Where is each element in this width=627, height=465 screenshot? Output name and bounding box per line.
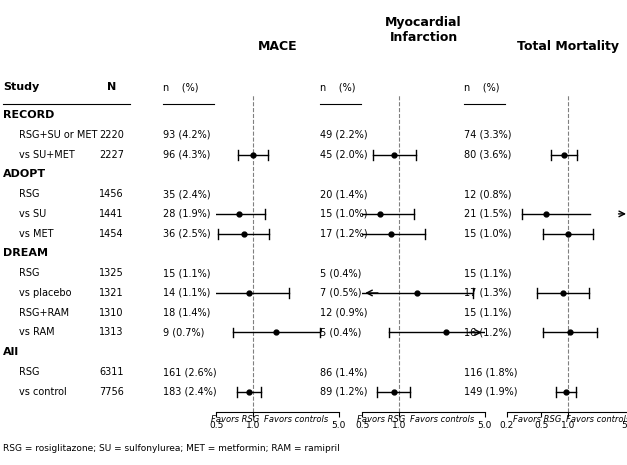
Text: 20 (1.4%): 20 (1.4%) <box>320 189 367 199</box>
Text: RSG+RAM: RSG+RAM <box>19 308 69 318</box>
Text: RSG: RSG <box>19 189 40 199</box>
Text: DREAM: DREAM <box>3 248 48 259</box>
Text: RSG+SU or MET: RSG+SU or MET <box>19 130 97 140</box>
Text: 7756: 7756 <box>99 387 124 397</box>
Text: 45 (2.0%): 45 (2.0%) <box>320 150 367 159</box>
Text: RSG: RSG <box>19 268 40 278</box>
Text: N: N <box>107 82 116 93</box>
Text: 183 (2.4%): 183 (2.4%) <box>163 387 217 397</box>
Text: 1441: 1441 <box>99 209 124 219</box>
Text: vs RAM: vs RAM <box>19 327 55 338</box>
Text: 93 (4.2%): 93 (4.2%) <box>163 130 211 140</box>
Text: 15 (1.0%): 15 (1.0%) <box>320 209 367 219</box>
Text: 49 (2.2%): 49 (2.2%) <box>320 130 367 140</box>
Text: 1325: 1325 <box>99 268 124 278</box>
Text: 36 (2.5%): 36 (2.5%) <box>163 229 211 239</box>
Text: vs SU: vs SU <box>19 209 46 219</box>
Text: 1454: 1454 <box>99 229 124 239</box>
Text: Myocardial
Infarction: Myocardial Infarction <box>385 16 462 44</box>
Text: 1310: 1310 <box>99 308 124 318</box>
Text: 9 (0.7%): 9 (0.7%) <box>163 327 204 338</box>
Text: 12 (0.8%): 12 (0.8%) <box>464 189 512 199</box>
Text: 80 (3.6%): 80 (3.6%) <box>464 150 512 159</box>
Text: Favors controls: Favors controls <box>566 416 627 425</box>
Text: vs control: vs control <box>19 387 66 397</box>
Text: Study: Study <box>3 82 40 93</box>
Text: Favors RSG: Favors RSG <box>513 416 561 425</box>
Text: Favors controls: Favors controls <box>410 416 474 425</box>
Text: vs SU+MET: vs SU+MET <box>19 150 75 159</box>
Text: 18 (1.4%): 18 (1.4%) <box>163 308 211 318</box>
Text: Favors controls: Favors controls <box>264 416 328 425</box>
Text: 14 (1.1%): 14 (1.1%) <box>163 288 211 298</box>
Text: n    (%): n (%) <box>163 82 199 93</box>
Text: 35 (2.4%): 35 (2.4%) <box>163 189 211 199</box>
Text: 2220: 2220 <box>99 130 124 140</box>
Text: 15 (1.1%): 15 (1.1%) <box>464 308 512 318</box>
Text: 74 (3.3%): 74 (3.3%) <box>464 130 512 140</box>
Text: RECORD: RECORD <box>3 110 55 120</box>
Text: 96 (4.3%): 96 (4.3%) <box>163 150 211 159</box>
Text: 149 (1.9%): 149 (1.9%) <box>464 387 517 397</box>
Text: RSG = rosiglitazone; SU = sulfonylurea; MET = metformin; RAM = ramipril: RSG = rosiglitazone; SU = sulfonylurea; … <box>3 445 340 453</box>
Text: vs placebo: vs placebo <box>19 288 71 298</box>
Text: vs MET: vs MET <box>19 229 53 239</box>
Text: 2227: 2227 <box>99 150 124 159</box>
Text: 161 (2.6%): 161 (2.6%) <box>163 367 217 377</box>
Text: ADOPT: ADOPT <box>3 169 46 179</box>
Text: Favors RSG: Favors RSG <box>211 416 259 425</box>
Text: 21 (1.5%): 21 (1.5%) <box>464 209 512 219</box>
Text: 6311: 6311 <box>99 367 124 377</box>
Text: 1313: 1313 <box>99 327 124 338</box>
Text: Favors RSG: Favors RSG <box>357 416 405 425</box>
Text: 12 (0.9%): 12 (0.9%) <box>320 308 367 318</box>
Text: 15 (1.1%): 15 (1.1%) <box>163 268 211 278</box>
Text: 89 (1.2%): 89 (1.2%) <box>320 387 367 397</box>
Text: 5 (0.4%): 5 (0.4%) <box>320 268 361 278</box>
Text: 7 (0.5%): 7 (0.5%) <box>320 288 361 298</box>
Text: 116 (1.8%): 116 (1.8%) <box>464 367 517 377</box>
Text: 15 (1.1%): 15 (1.1%) <box>464 268 512 278</box>
Text: 17 (1.2%): 17 (1.2%) <box>320 229 367 239</box>
Text: MACE: MACE <box>258 40 297 53</box>
Text: n    (%): n (%) <box>320 82 356 93</box>
Text: 15 (1.0%): 15 (1.0%) <box>464 229 512 239</box>
Text: RSG: RSG <box>19 367 40 377</box>
Text: n    (%): n (%) <box>464 82 500 93</box>
Text: 1456: 1456 <box>99 189 124 199</box>
Text: 5 (0.4%): 5 (0.4%) <box>320 327 361 338</box>
Text: 16 (1.2%): 16 (1.2%) <box>464 327 512 338</box>
Text: Total Mortality: Total Mortality <box>517 40 619 53</box>
Text: All: All <box>3 347 19 357</box>
Text: 17 (1.3%): 17 (1.3%) <box>464 288 512 298</box>
Text: 28 (1.9%): 28 (1.9%) <box>163 209 211 219</box>
Text: 1321: 1321 <box>99 288 124 298</box>
Text: 86 (1.4%): 86 (1.4%) <box>320 367 367 377</box>
